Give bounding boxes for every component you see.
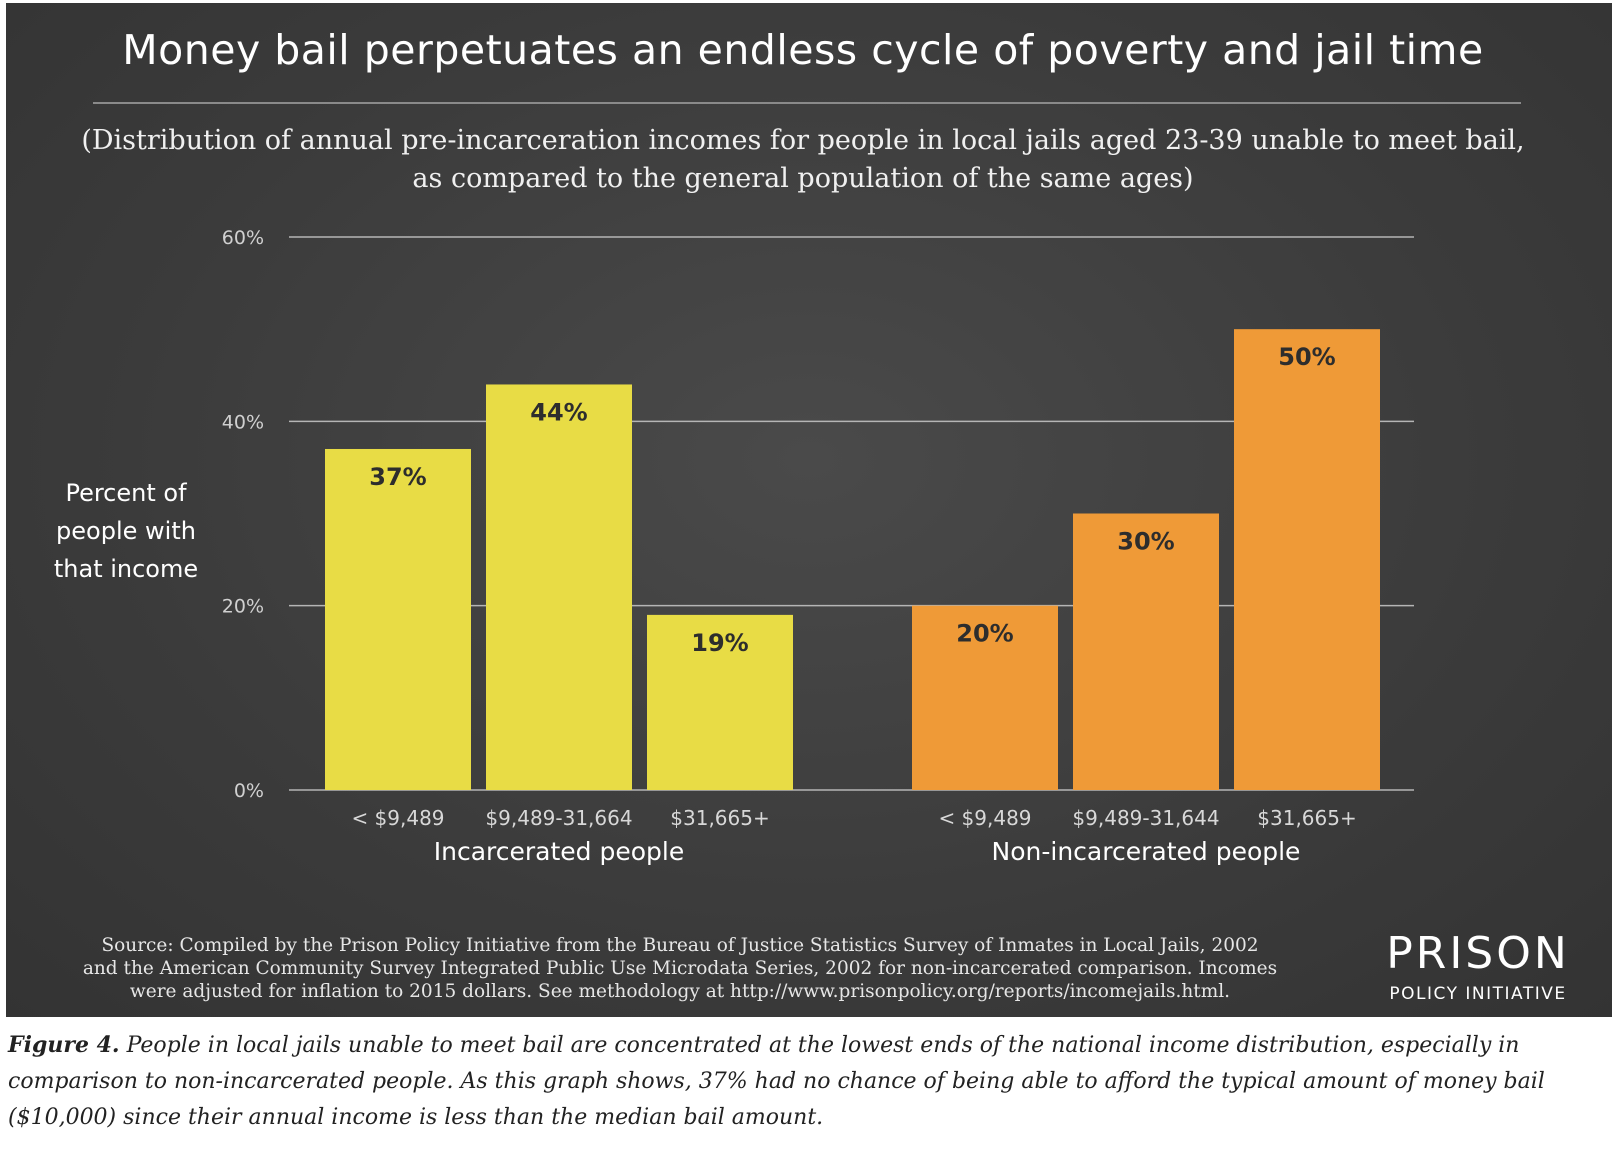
y-tick-label: 20% — [222, 596, 264, 618]
x-category-label: < $9,489 — [351, 806, 444, 830]
x-category-label: $9,489-31,644 — [1072, 806, 1219, 830]
y-tick-label: 40% — [222, 411, 264, 433]
chart-title: Money bail perpetuates an endless cycle … — [122, 26, 1484, 74]
figure-caption: Figure 4. People in local jails unable t… — [8, 1027, 1608, 1136]
figure-label: Figure 4. — [8, 1032, 120, 1058]
bar — [1073, 513, 1219, 790]
y-tick-label: 60% — [222, 227, 264, 249]
chart-subtitle: (Distribution of annual pre-incarceratio… — [0, 122, 1606, 198]
source-line-2: and the American Community Survey Integr… — [82, 958, 1278, 979]
x-group-label: Non-incarcerated people — [992, 837, 1301, 866]
bar — [325, 448, 471, 790]
figure-caption-text: People in local jails unable to meet bai… — [8, 1033, 1545, 1130]
title-divider — [93, 102, 1521, 104]
subtitle-line-1: (Distribution of annual pre-incarceratio… — [81, 125, 1525, 156]
bar — [486, 384, 632, 790]
y-axis-label: Percent of people with that income — [36, 474, 216, 588]
source-note: Source: Compiled by the Prison Policy In… — [60, 934, 1300, 1003]
bar — [1234, 329, 1380, 790]
y-axis-label-line-2: people with — [56, 517, 196, 545]
logo-prison: PRISON — [1386, 928, 1570, 979]
x-category-label: $9,489-31,664 — [485, 806, 632, 830]
x-category-label: $31,665+ — [670, 806, 769, 830]
bar-value-label: 30% — [1117, 528, 1174, 556]
bar-value-label: 19% — [691, 629, 748, 657]
bar — [647, 614, 793, 790]
source-line-1: Source: Compiled by the Prison Policy In… — [101, 935, 1259, 956]
bar-value-label: 44% — [530, 398, 587, 426]
subtitle-line-2: as compared to the general population of… — [412, 163, 1194, 194]
logo-policy-initiative: POLICY INITIATIVE — [1389, 984, 1567, 1004]
source-line-3: were adjusted for inflation to 2015 doll… — [129, 981, 1231, 1002]
x-group-label: Incarcerated people — [434, 837, 684, 866]
y-axis-label-line-3: that income — [53, 555, 199, 583]
bar-value-label: 50% — [1278, 343, 1335, 371]
y-axis-label-line-1: Percent of — [65, 479, 187, 507]
bar-value-label: 20% — [956, 620, 1013, 648]
bar — [912, 605, 1058, 790]
x-category-label: $31,665+ — [1257, 806, 1356, 830]
bar-value-label: 37% — [369, 463, 426, 491]
y-tick-label: 0% — [234, 780, 264, 802]
x-category-label: < $9,489 — [938, 806, 1031, 830]
